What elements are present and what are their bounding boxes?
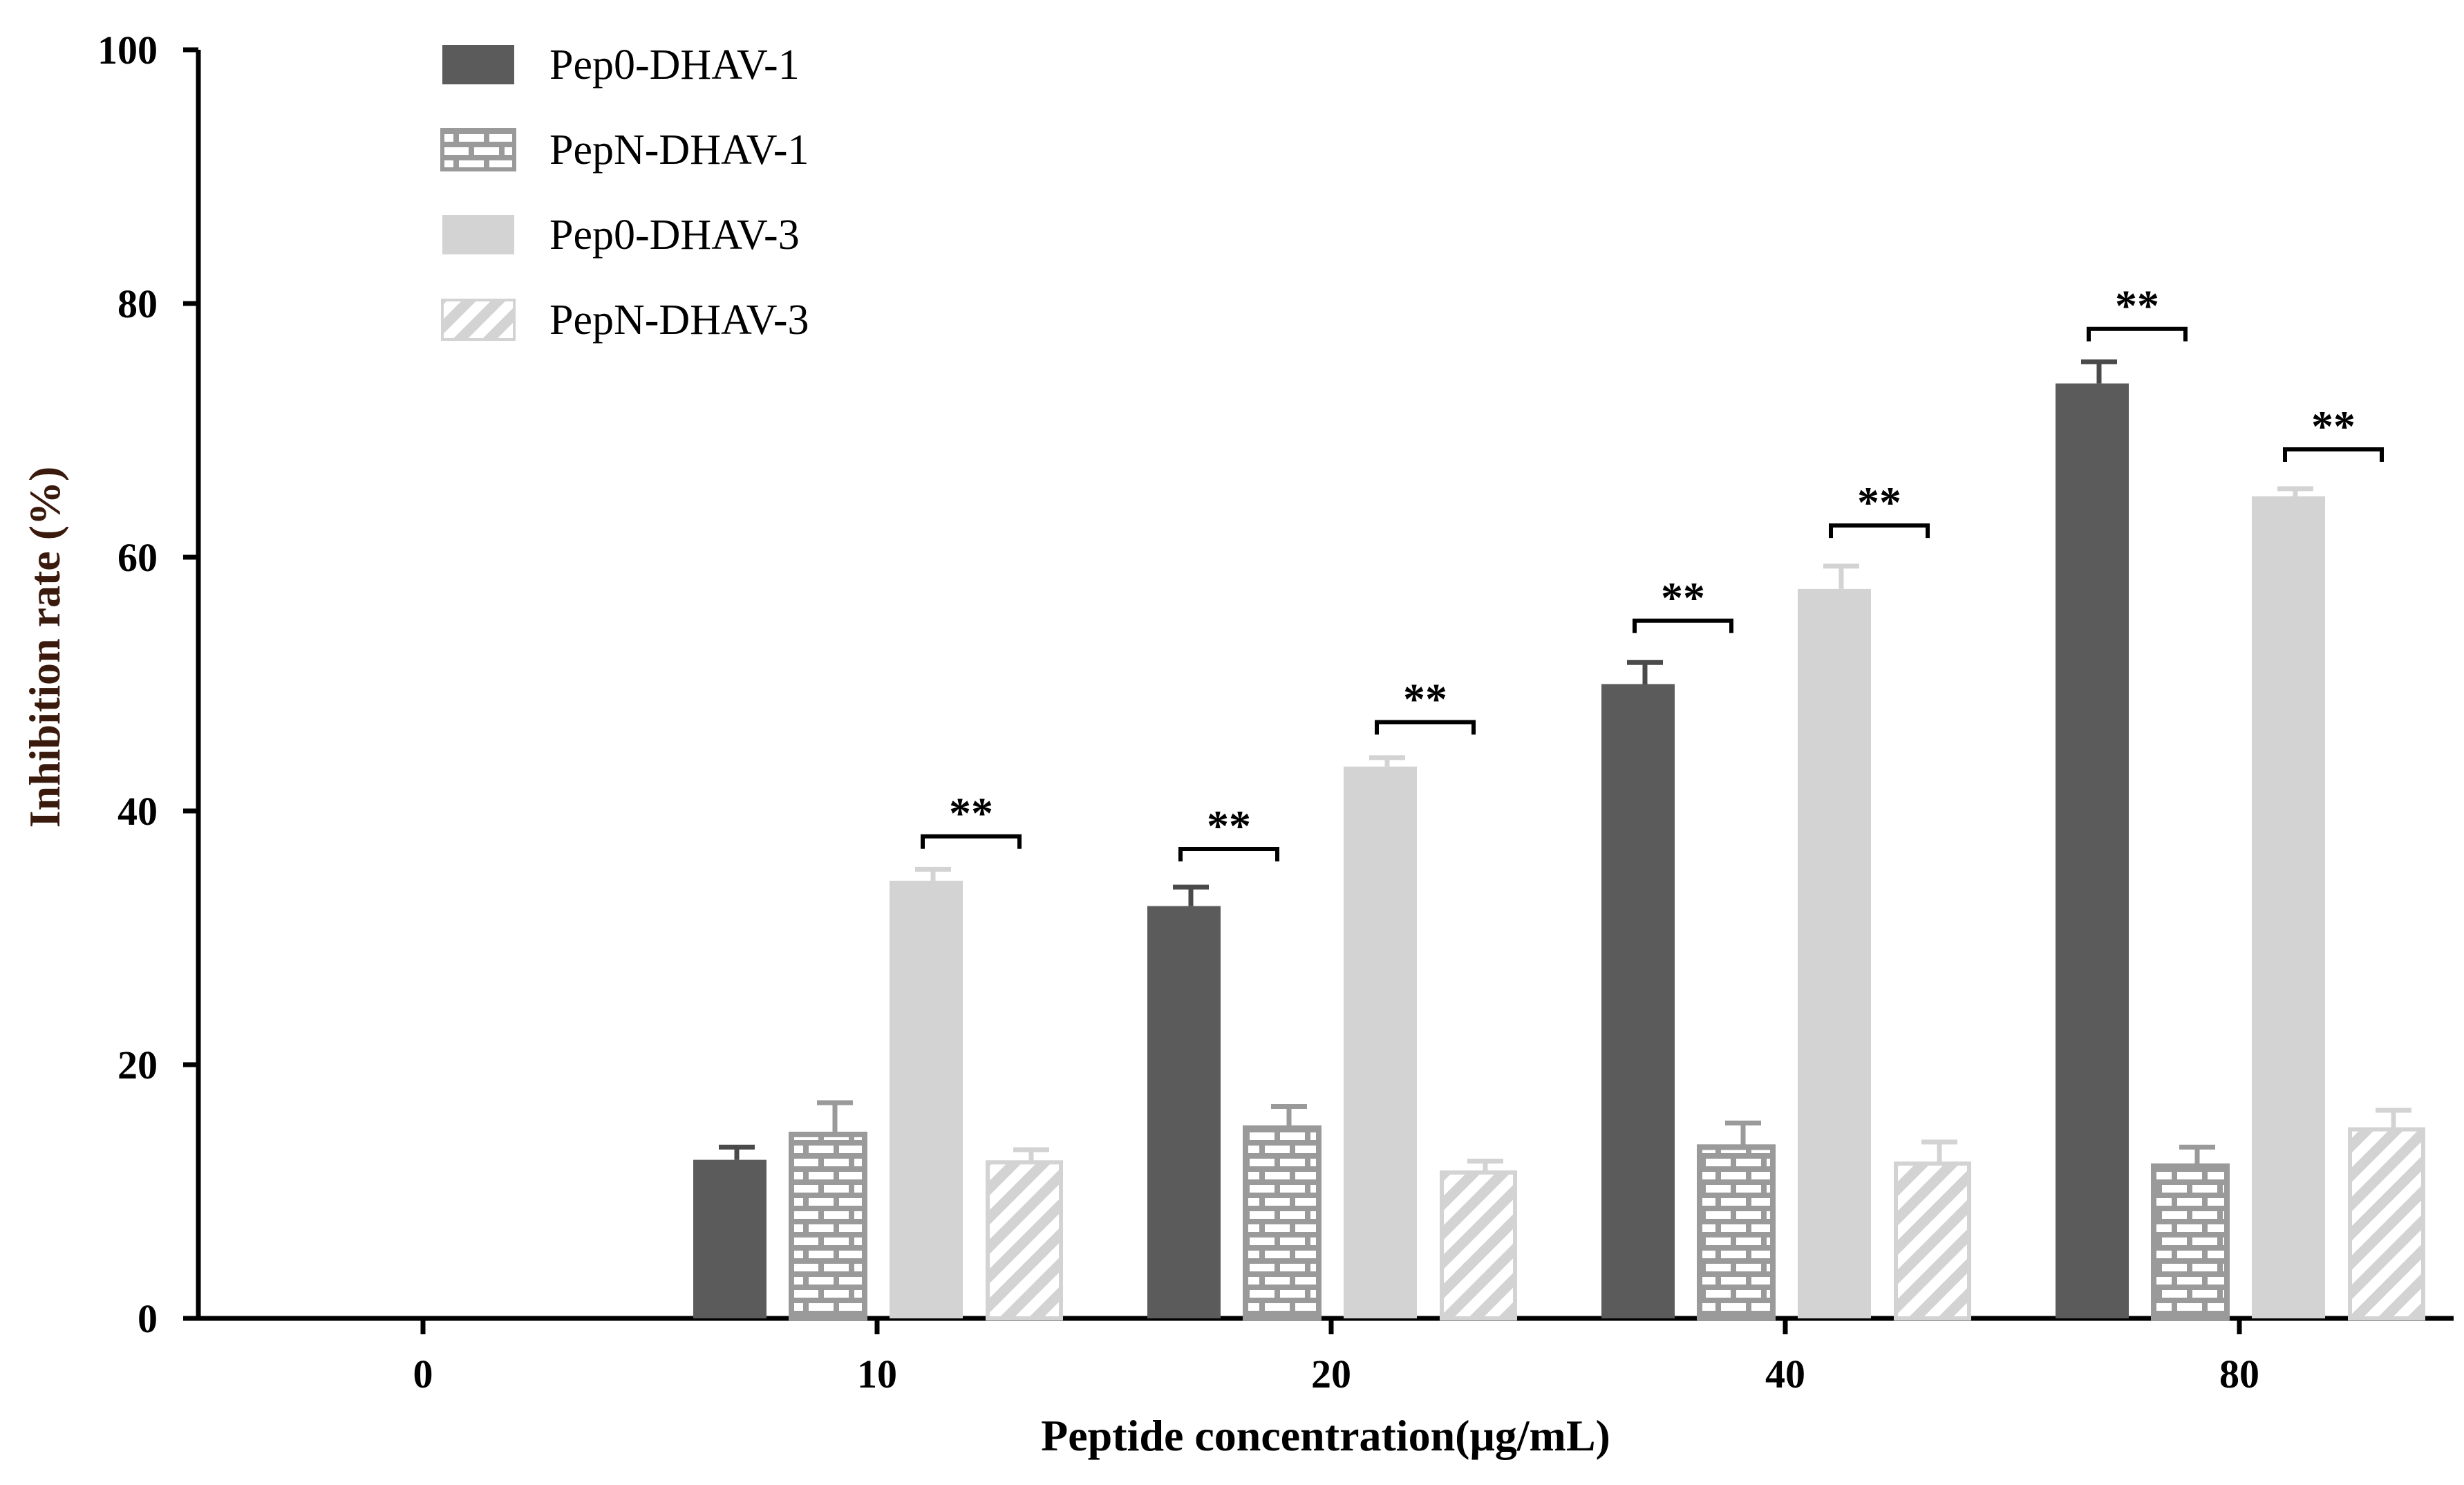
bar-pep0-dhav-3-80 (2252, 496, 2325, 1319)
y-ticks: 0 20 40 60 80 100 (97, 28, 198, 1341)
bar-pep0-dhav-1-40 (1601, 684, 1675, 1318)
x-tick-label: 40 (1765, 1352, 1805, 1397)
bar-pep0-dhav-3-20 (1344, 766, 1417, 1318)
significance-bracket (2087, 326, 2188, 342)
bar-pepn-dhav-3-40 (1894, 1161, 1971, 1320)
bar-pepn-dhav-1-20 (1243, 1125, 1322, 1321)
bar-pepn-dhav-1-40 (1697, 1144, 1776, 1322)
bar-pepn-dhav-1-80 (2151, 1163, 2230, 1322)
legend-label: PepN-DHAV-3 (549, 297, 809, 344)
x-tick-label: 0 (413, 1352, 433, 1397)
bar-pepn-dhav-3-20 (1440, 1170, 1517, 1320)
bar-pep0-dhav-3-10 (890, 880, 963, 1318)
x-tick-label: 10 (857, 1352, 897, 1397)
x-ticks: 0 10 20 40 80 (413, 1318, 2259, 1397)
significance-bracket (1375, 720, 1476, 735)
x-axis-title: Peptide concentration(μg/mL) (1041, 1411, 1610, 1460)
y-tick-label: 40 (117, 789, 158, 834)
significance-label: ** (1661, 573, 1705, 622)
bar-pep0-dhav-1-80 (2056, 383, 2129, 1318)
bars (693, 383, 2425, 1322)
significance-label: ** (1403, 675, 1447, 724)
legend-label: PepN-DHAV-1 (549, 127, 809, 174)
legend-swatch-pepn-dhav-1 (440, 128, 516, 171)
y-tick-label: 20 (117, 1043, 158, 1087)
significance-label: ** (2115, 281, 2159, 330)
significance-bracket (2283, 447, 2384, 463)
bar-pep0-dhav-1-20 (1147, 906, 1221, 1318)
significance-bracket (1178, 847, 1279, 862)
legend-label: Pep0-DHAV-3 (549, 212, 800, 259)
y-axis-title: Inhibition rate (%) (20, 467, 69, 828)
y-tick-label: 100 (97, 28, 158, 73)
error-bars (719, 359, 2411, 1173)
significance-label: ** (1207, 801, 1251, 850)
x-tick-label: 80 (2219, 1352, 2259, 1397)
legend-swatch-pep0-dhav-3 (442, 215, 514, 254)
bar-pepn-dhav-3-10 (986, 1160, 1063, 1321)
bar-pep0-dhav-1-10 (693, 1159, 767, 1318)
bar-pepn-dhav-3-80 (2348, 1127, 2425, 1320)
significance-bracket (1829, 523, 1930, 539)
significance-label: ** (949, 789, 993, 838)
significance-markers: ** ** ** ** ** ** ** (921, 281, 2384, 862)
y-tick-label: 60 (117, 535, 158, 580)
significance-bracket (921, 834, 1022, 849)
legend-swatch-pep0-dhav-1 (442, 45, 514, 84)
bar-pep0-dhav-3-40 (1798, 588, 1871, 1318)
y-tick-label: 0 (138, 1296, 158, 1341)
legend: Pep0-DHAV-1 PepN-DHAV-1 Pep0-DHAV-3 PepN-DH… (440, 41, 809, 344)
significance-label: ** (1857, 478, 1901, 527)
bar-pepn-dhav-1-10 (789, 1131, 867, 1322)
y-tick-label: 80 (117, 281, 158, 326)
significance-label: ** (2311, 402, 2355, 451)
significance-bracket (1633, 618, 1733, 633)
legend-label: Pep0-DHAV-1 (549, 41, 800, 88)
legend-swatch-pepn-dhav-3 (441, 299, 516, 341)
x-tick-label: 20 (1311, 1352, 1351, 1397)
